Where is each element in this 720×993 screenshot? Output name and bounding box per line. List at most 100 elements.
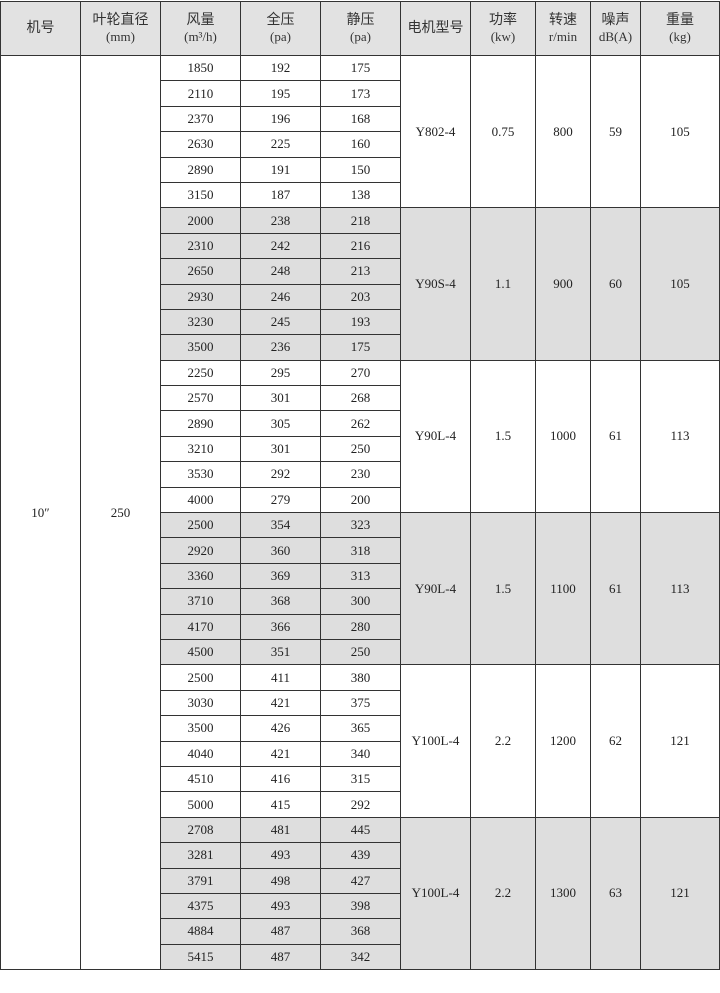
header-label: 机号 xyxy=(26,20,55,36)
static-pressure-cell: 218 xyxy=(320,207,401,234)
static-pressure-cell: 200 xyxy=(320,486,401,514)
air-volume-cell: 4500 xyxy=(160,638,241,666)
table-row: 3281 493 439 xyxy=(1,842,720,869)
air-volume-cell: 3230 xyxy=(160,308,241,336)
header-label: 风量 xyxy=(186,12,215,28)
static-pressure-cell: 216 xyxy=(320,232,401,260)
total-pressure-cell: 245 xyxy=(240,308,321,336)
static-pressure-cell: 138 xyxy=(320,181,401,209)
table-row: 3710 368 300 xyxy=(1,588,720,615)
total-pressure-cell: 279 xyxy=(240,486,321,514)
air-volume-cell: 2500 xyxy=(160,664,241,691)
total-pressure-cell: 225 xyxy=(240,131,321,158)
air-volume-cell: 2890 xyxy=(160,156,241,183)
noise-cell: 63 xyxy=(590,816,641,971)
table-row: 2708 481 445 Y100L-4 2.2 1300 63 121 xyxy=(1,816,720,971)
static-pressure-cell: 168 xyxy=(320,105,401,133)
static-pressure-cell: 193 xyxy=(320,308,401,336)
total-pressure-cell: 191 xyxy=(240,156,321,183)
static-pressure-cell: 315 xyxy=(320,765,401,793)
table-row: 2370 196 168 xyxy=(1,105,720,133)
table-row: 4510 416 315 xyxy=(1,765,720,793)
static-pressure-cell: 340 xyxy=(320,740,401,767)
air-volume-cell: 5415 xyxy=(160,943,241,971)
table-row: 2930 246 203 xyxy=(1,283,720,310)
total-pressure-cell: 248 xyxy=(240,258,321,285)
static-pressure-cell: 323 xyxy=(320,512,401,539)
table-row: 2650 248 213 xyxy=(1,258,720,285)
header-label: 重量 xyxy=(666,12,694,28)
noise-cell: 61 xyxy=(590,512,641,666)
header-unit: dB(A) xyxy=(598,28,633,44)
air-volume-cell: 3360 xyxy=(160,562,241,590)
air-volume-cell: 3150 xyxy=(160,181,241,209)
total-pressure-cell: 369 xyxy=(240,562,321,590)
header-unit: (m³/h) xyxy=(184,28,217,44)
total-pressure-cell: 487 xyxy=(240,918,321,945)
table-row: 2890 191 150 xyxy=(1,156,720,183)
total-pressure-cell: 421 xyxy=(240,740,321,767)
total-pressure-cell: 360 xyxy=(240,537,321,564)
air-volume-cell: 3710 xyxy=(160,588,241,615)
air-volume-cell: 2890 xyxy=(160,410,241,437)
header-label: 功率 xyxy=(489,12,517,28)
motor-model-cell: Y100L-4 xyxy=(400,664,471,818)
header-noise: 噪声 dB(A) xyxy=(590,1,641,56)
static-pressure-cell: 375 xyxy=(320,689,401,717)
static-pressure-cell: 398 xyxy=(320,892,401,920)
header-impeller-diameter: 叶轮直径 (mm) xyxy=(80,1,161,56)
air-volume-cell: 2920 xyxy=(160,537,241,564)
air-volume-cell: 2708 xyxy=(160,816,241,844)
power-cell: 1.5 xyxy=(470,359,536,514)
static-pressure-cell: 300 xyxy=(320,588,401,615)
speed-cell: 900 xyxy=(535,207,591,361)
air-volume-cell: 2930 xyxy=(160,283,241,310)
static-pressure-cell: 439 xyxy=(320,842,401,869)
header-label: 电机型号 xyxy=(407,20,464,36)
air-volume-cell: 4170 xyxy=(160,613,241,640)
static-pressure-cell: 368 xyxy=(320,918,401,945)
speed-cell: 1200 xyxy=(535,664,591,818)
table-row: 2500 411 380 Y100L-4 2.2 1200 62 121 xyxy=(1,664,720,818)
table-row: 4500 351 250 xyxy=(1,638,720,666)
total-pressure-cell: 301 xyxy=(240,435,321,463)
header-unit: (mm) xyxy=(106,28,135,44)
header-row: 机号 叶轮直径 (mm) 风量 (m³/h) 全压 (pa) 静压 (pa) 电机型号 功率 (kw)… xyxy=(0,1,720,56)
total-pressure-cell: 305 xyxy=(240,410,321,437)
table-row: 2630 225 160 xyxy=(1,131,720,158)
static-pressure-cell: 250 xyxy=(320,435,401,463)
speed-cell: 1000 xyxy=(535,359,591,514)
static-pressure-cell: 160 xyxy=(320,131,401,158)
total-pressure-cell: 481 xyxy=(240,816,321,844)
table-row: 2250 295 270 Y90L-4 1.5 1000 61 113 xyxy=(1,359,720,514)
static-pressure-cell: 270 xyxy=(320,359,401,387)
header-label: 静压 xyxy=(346,12,375,28)
air-volume-cell: 3530 xyxy=(160,461,241,488)
motor-model-cell: Y90S-4 xyxy=(400,207,471,361)
total-pressure-cell: 426 xyxy=(240,715,321,742)
static-pressure-cell: 175 xyxy=(320,54,401,82)
table-row: 3500 236 175 xyxy=(1,334,720,361)
air-volume-cell: 2570 xyxy=(160,385,241,412)
table-row: 5415 487 342 xyxy=(1,943,720,971)
total-pressure-cell: 421 xyxy=(240,689,321,717)
total-pressure-cell: 295 xyxy=(240,359,321,387)
weight-cell: 105 xyxy=(640,54,720,209)
air-volume-cell: 3791 xyxy=(160,867,241,894)
static-pressure-cell: 268 xyxy=(320,385,401,412)
table-row: 4000 279 200 xyxy=(1,486,720,514)
table-row: 2920 360 318 xyxy=(1,537,720,564)
table-row: 3791 498 427 xyxy=(1,867,720,894)
total-pressure-cell: 366 xyxy=(240,613,321,640)
static-pressure-cell: 213 xyxy=(320,258,401,285)
total-pressure-cell: 195 xyxy=(240,80,321,107)
static-pressure-cell: 250 xyxy=(320,638,401,666)
air-volume-cell: 3210 xyxy=(160,435,241,463)
total-pressure-cell: 242 xyxy=(240,232,321,260)
header-unit: (kg) xyxy=(669,28,691,44)
table-row: 5000 415 292 xyxy=(1,791,720,818)
static-pressure-cell: 445 xyxy=(320,816,401,844)
total-pressure-cell: 498 xyxy=(240,867,321,894)
speed-cell: 1300 xyxy=(535,816,591,971)
total-pressure-cell: 493 xyxy=(240,892,321,920)
